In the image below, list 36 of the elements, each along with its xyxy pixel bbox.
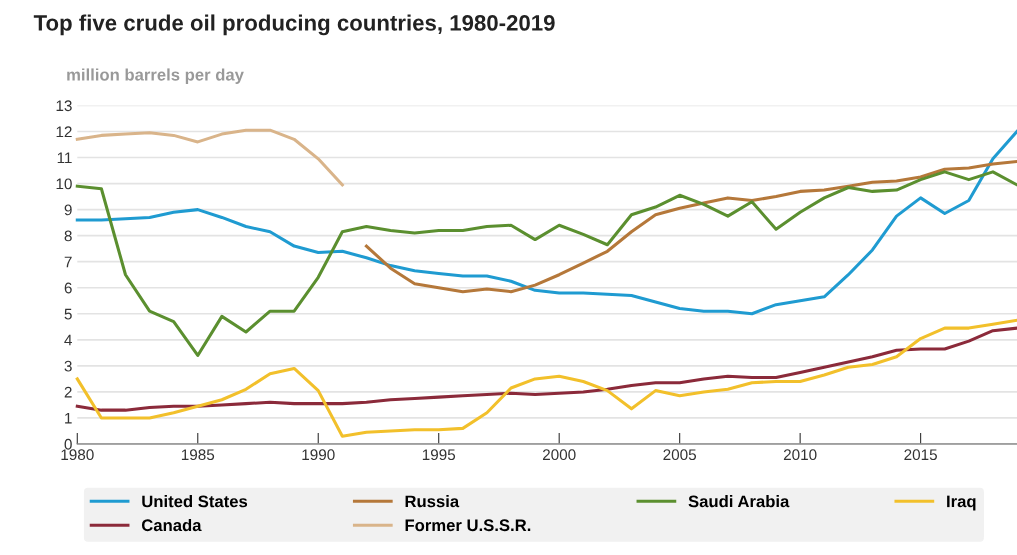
y-tick-label: 3: [64, 360, 72, 372]
legend-label: United States: [142, 495, 248, 508]
line-series: [75, 128, 344, 187]
line-series: [75, 129, 1017, 316]
y-tick-label: 9: [64, 204, 72, 216]
legend-label: Russia: [405, 495, 460, 508]
x-tick-label: 2005: [663, 449, 697, 461]
chart-title: Top five crude oil producing countries, 1980-2019: [33, 14, 555, 36]
y-tick-label: 2: [64, 386, 72, 398]
x-tick-label: 1980: [61, 449, 94, 461]
y-tick-label: 12: [56, 126, 72, 138]
y-tick-label: 1: [65, 412, 72, 424]
line-series: [364, 159, 1017, 294]
legend-label: Iraq: [947, 495, 976, 511]
legend-label: Former U.S.S.R.: [405, 519, 531, 532]
x-tick-label: 2000: [542, 449, 576, 461]
y-tick-label: 11: [57, 152, 72, 164]
line-series: [75, 326, 1017, 412]
legend-label: Saudi Arabia: [688, 495, 790, 508]
x-tick-label: 2015: [904, 449, 937, 461]
y-tick-label: 13: [56, 100, 72, 112]
y-tick-label: 6: [64, 282, 72, 294]
line-series: [75, 170, 1017, 357]
legend-label: Canada: [141, 518, 202, 532]
y-axis-title: million barrels per day: [67, 68, 244, 84]
y-tick-label: 7: [64, 256, 72, 268]
x-tick-label: 2010: [783, 449, 817, 461]
y-tick-label: 4: [64, 334, 72, 346]
x-tick-label: 1985: [181, 449, 215, 461]
y-tick-label: 8: [64, 230, 72, 242]
line-series: [75, 318, 1017, 438]
x-tick-label: 1995: [422, 449, 456, 461]
y-tick-label: 10: [56, 178, 72, 190]
y-tick-label: 0: [64, 438, 72, 450]
x-tick-label: 1990: [302, 449, 335, 461]
y-tick-label: 5: [64, 308, 72, 320]
